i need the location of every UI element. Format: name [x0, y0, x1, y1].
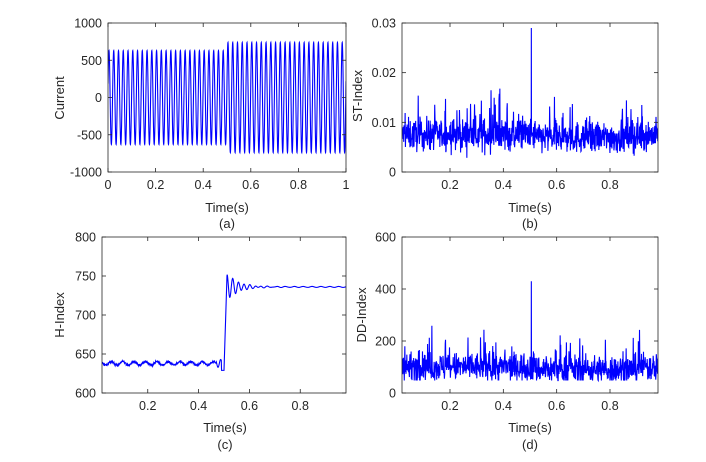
y-tick-label-a: 1000: [74, 17, 102, 31]
x-tick-label-d: 0.4: [495, 399, 512, 413]
x-axis-label-d: Time(s): [508, 420, 552, 435]
x-tick-label-b: 0.4: [495, 178, 512, 192]
x-tick-label-c: 0.8: [292, 399, 309, 413]
y-tick-label-b: 0.02: [372, 66, 396, 80]
y-tick-label-a: 0: [95, 91, 102, 105]
x-tick-label-b: 0.2: [441, 178, 458, 192]
y-tick-label-b: 0.01: [372, 116, 396, 130]
caption-b: (b): [522, 216, 538, 231]
x-tick-label-c: 0.4: [190, 399, 207, 413]
x-axis-label-b: Time(s): [508, 200, 552, 215]
y-tick-label-c: 800: [75, 231, 96, 245]
x-tick-label-c: 0.2: [139, 399, 156, 413]
y-axis-label-c: H-Index: [52, 292, 67, 338]
y-tick-label-a: -1000: [70, 166, 102, 180]
y-axis-label-b: ST-Index: [350, 69, 365, 122]
y-axis-label-d: DD-Index: [354, 287, 369, 342]
x-tick-label-b: 0.8: [601, 178, 618, 192]
x-tick-label-a: 0: [105, 178, 112, 192]
caption-d: (d): [522, 437, 538, 452]
x-tick-label-a: 0.6: [242, 178, 259, 192]
y-tick-label-c: 600: [75, 387, 96, 401]
y-tick-label-d: 600: [375, 231, 396, 245]
x-tick-label-a: 0.8: [290, 178, 307, 192]
y-tick-label-d: 0: [389, 387, 396, 401]
x-tick-label-a: 0.2: [147, 178, 164, 192]
y-tick-label-d: 200: [375, 335, 396, 349]
y-tick-label-c: 700: [75, 309, 96, 323]
x-tick-label-d: 0.8: [601, 399, 618, 413]
axes-frame-d: [401, 236, 659, 394]
y-axis-label-a: Current: [52, 76, 67, 120]
x-tick-label-a: 0.4: [195, 178, 212, 192]
x-axis-label-c: Time(s): [203, 420, 247, 435]
panel-c-h-index: 0.2 0.4 0.6 0.8 600 650 700 750 800 H-Index Time…: [52, 231, 347, 452]
x-tick-label-d: 0.2: [441, 399, 458, 413]
series-line-a: [108, 40, 346, 155]
plot-area-c: 0.2 0.4 0.6 0.8 600 650 700 750 800: [75, 231, 347, 413]
y-tick-label-b: 0: [389, 166, 396, 180]
y-tick-label-d: 400: [375, 283, 396, 297]
caption-a: (a): [219, 216, 235, 231]
panel-b-st-index: 0.2 0.4 0.6 0.8 0 0.01 0.02 0.03 ST-Index Time(…: [350, 17, 659, 231]
y-tick-label-a: 500: [81, 54, 102, 68]
caption-c: (c): [217, 437, 232, 452]
x-tick-label-c: 0.6: [241, 399, 258, 413]
series-line-b: [402, 27, 658, 158]
x-tick-label-d: 0.6: [548, 399, 565, 413]
y-tick-label-c: 750: [75, 270, 96, 284]
plot-area-b: 0.2 0.4 0.6 0.8 0 0.01 0.02 0.03: [372, 17, 659, 192]
x-tick-label-a: 1: [343, 178, 350, 192]
plot-area-a: 0 0.2 0.4 0.6 0.8 1 -1000 -500 0 500 1000: [70, 17, 350, 193]
y-tick-label-c: 650: [75, 348, 96, 362]
y-tick-label-b: 0.03: [372, 17, 396, 31]
x-tick-label-b: 0.6: [548, 178, 565, 192]
y-tick-label-a: -500: [77, 128, 102, 142]
axes-frame-b: [401, 22, 659, 173]
series-line-c: [102, 274, 346, 371]
x-axis-label-a: Time(s): [205, 200, 249, 215]
plot-area-d: 0.2 0.4 0.6 0.8 0 200 400 600: [375, 231, 659, 413]
series-line-d: [402, 281, 658, 383]
